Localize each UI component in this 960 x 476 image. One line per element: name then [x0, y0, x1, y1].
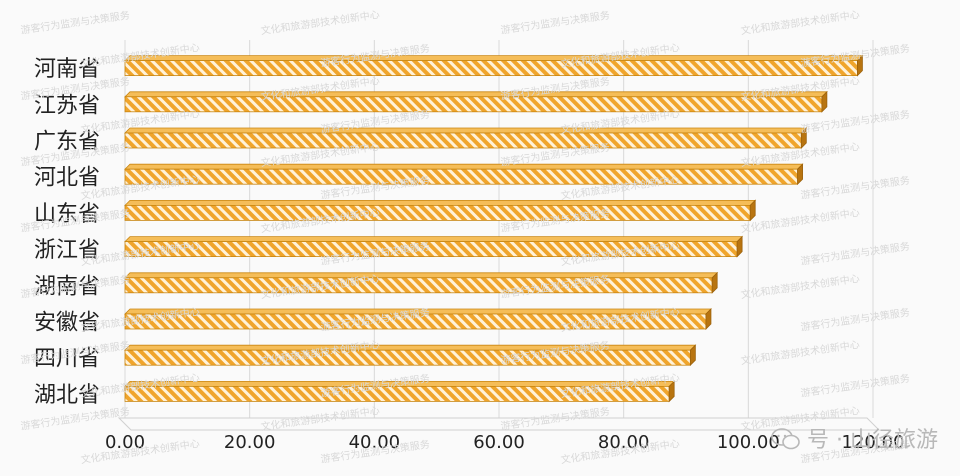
- x-tick-label: 80.00: [598, 432, 650, 453]
- category-label: 浙江省: [34, 238, 100, 263]
- category-label: 江苏省: [34, 93, 100, 118]
- floor-plane: [117, 417, 881, 431]
- bar: [124, 308, 712, 330]
- x-tick-label: 0.00: [105, 432, 145, 453]
- bar: [124, 54, 864, 77]
- category-label: 山东省: [34, 202, 100, 227]
- x-tick-label: 120.00: [842, 432, 905, 453]
- bar: [124, 271, 719, 294]
- footer-watermark-text: 号 · 山径旅游: [807, 428, 938, 453]
- x-tick-label: 60.00: [473, 432, 525, 453]
- x-tick-labels: 0.00 20.00 40.00 60.00 80.00 100.00 120.00: [105, 432, 905, 453]
- category-label: 河南省: [34, 57, 100, 82]
- chart-floor: [117, 417, 881, 431]
- bar: [124, 90, 828, 113]
- x-tick-label: 100.00: [717, 432, 780, 453]
- category-label: 河北省: [34, 166, 100, 191]
- wechat-icon: [771, 428, 800, 450]
- footer-watermark: 号 · 山径旅游: [771, 422, 938, 454]
- category-label: 广东省: [34, 130, 100, 155]
- bar: [124, 163, 804, 186]
- bar: [124, 344, 697, 367]
- category-label: 安徽省: [34, 311, 100, 336]
- bar: [124, 199, 757, 222]
- bar: [124, 127, 808, 149]
- x-tick-label: 40.00: [349, 432, 401, 453]
- bar: [124, 380, 676, 403]
- bars-group: [124, 54, 864, 403]
- bar: [124, 235, 744, 258]
- category-label: 湖北省: [34, 383, 100, 408]
- category-label: 湖南省: [34, 274, 100, 299]
- category-label: 四川省: [34, 347, 100, 372]
- x-tick-label: 20.00: [224, 432, 276, 453]
